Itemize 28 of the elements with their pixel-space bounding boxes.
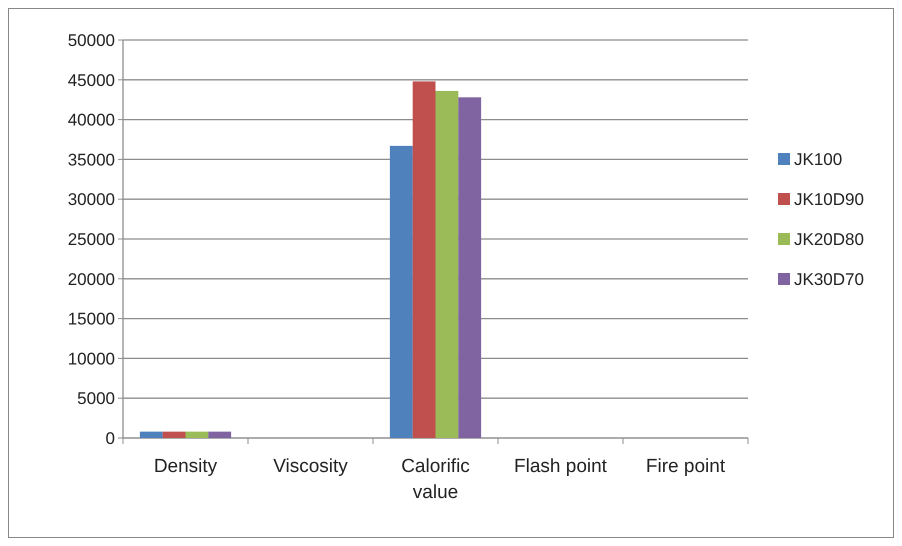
x-tick-label: Fire point (646, 456, 726, 477)
bar (162, 432, 186, 438)
legend-label: JK20D80 (794, 230, 864, 249)
x-tick-label: Density (154, 456, 218, 477)
bar (458, 97, 482, 438)
y-tick-label: 0 (106, 428, 115, 448)
bar (208, 432, 232, 438)
x-tick-label: Flash point (514, 456, 608, 477)
legend-label: JK10D90 (794, 190, 864, 209)
y-tick-label: 35000 (68, 150, 115, 170)
x-tick-label: Viscosity (273, 456, 348, 477)
y-tick-label: 25000 (68, 230, 115, 249)
y-tick-label: 5000 (77, 389, 115, 408)
bar (412, 81, 436, 438)
y-tick-label: 30000 (68, 190, 115, 210)
bar (436, 90, 458, 438)
y-tick-label: 20000 (68, 270, 115, 289)
y-tick-label: 10000 (68, 349, 115, 368)
legend-label: JK30D70 (794, 270, 864, 289)
legend-label: JK100 (794, 150, 842, 169)
y-tick-label: 50000 (68, 30, 115, 50)
y-tick-label: 15000 (68, 310, 115, 329)
bar (186, 432, 208, 438)
bar (390, 146, 413, 438)
y-tick-label: 45000 (68, 70, 115, 90)
x-tick-label: Calorific value (401, 456, 470, 503)
y-tick-label: 40000 (68, 110, 115, 130)
bar (140, 432, 163, 438)
